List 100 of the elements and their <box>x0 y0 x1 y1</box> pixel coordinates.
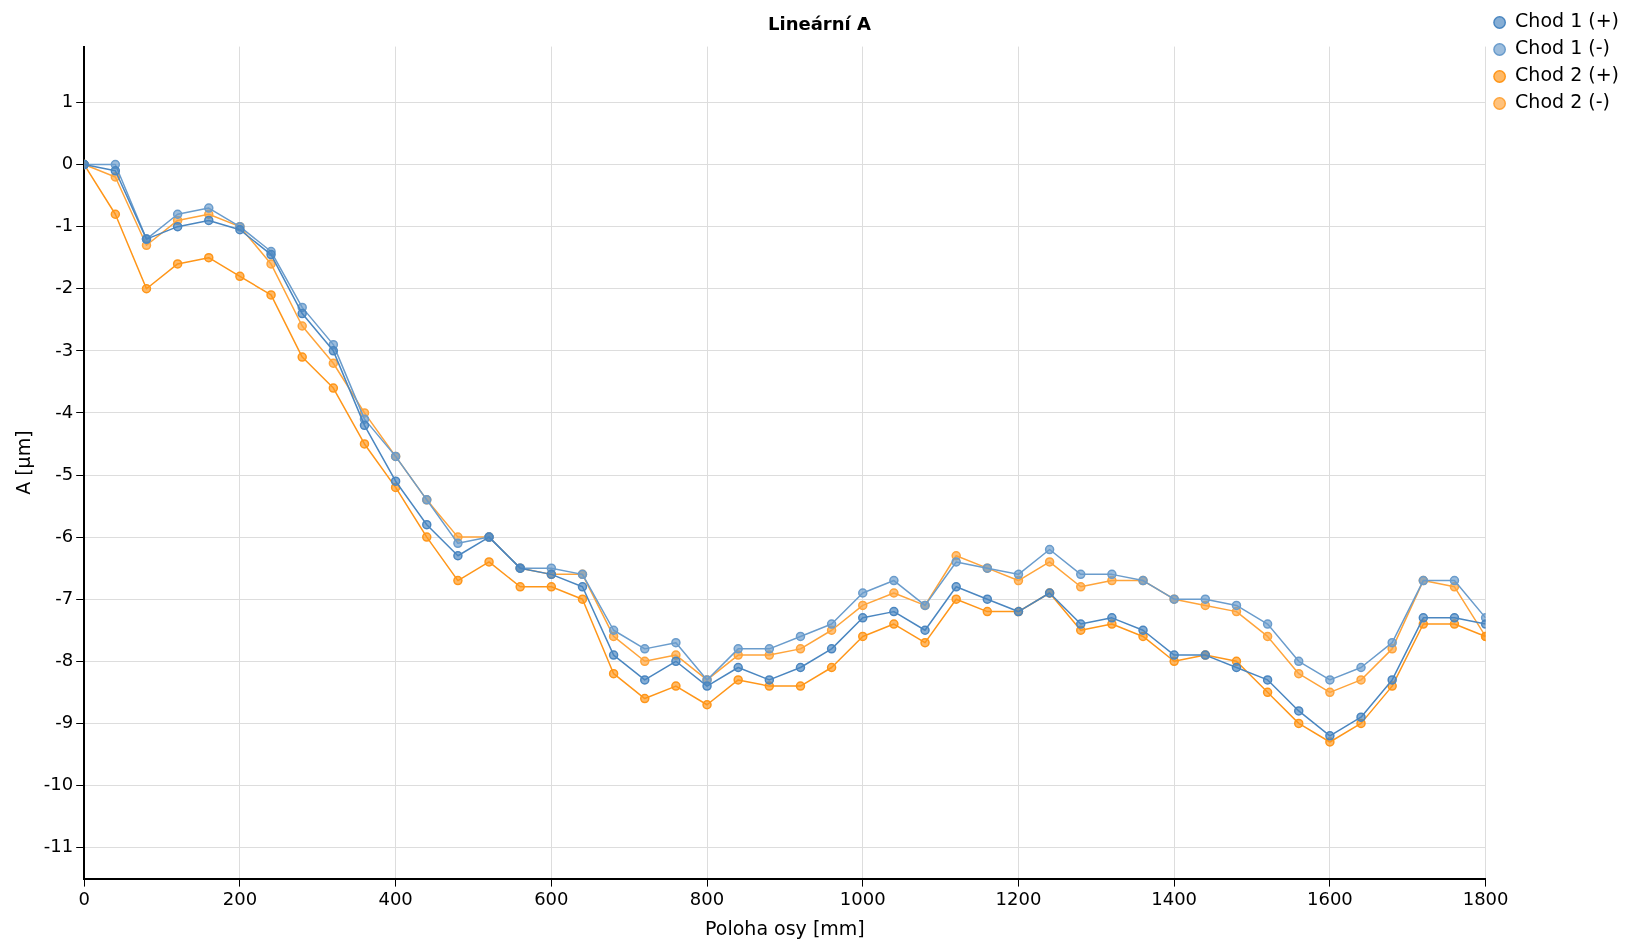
point <box>608 625 619 635</box>
point <box>764 644 775 654</box>
point <box>640 693 650 704</box>
point <box>1076 582 1086 592</box>
point <box>1107 613 1117 623</box>
point <box>858 600 868 611</box>
point <box>702 700 712 710</box>
point <box>110 166 121 176</box>
y-tick-label: -8 <box>55 648 74 670</box>
y-tick-label: 1 <box>61 90 74 112</box>
y-tick-label: -10 <box>43 773 74 795</box>
point <box>858 588 868 598</box>
point <box>1044 557 1055 567</box>
point <box>390 476 401 486</box>
point <box>671 656 681 667</box>
y-tick-label: -3 <box>55 338 74 360</box>
point <box>359 439 370 449</box>
point <box>795 662 806 673</box>
point <box>826 619 837 629</box>
point <box>328 346 339 356</box>
y-tick-label: -7 <box>55 586 74 608</box>
point <box>422 532 432 542</box>
point <box>671 637 681 648</box>
point <box>826 662 837 673</box>
point <box>795 631 806 642</box>
point <box>204 252 214 263</box>
point <box>733 644 743 654</box>
point <box>172 259 183 269</box>
point <box>795 681 806 691</box>
point <box>1418 613 1429 623</box>
y-tick-label: -5 <box>55 462 74 484</box>
point <box>453 550 463 561</box>
x-axis-title: Poloha osy [mm] <box>705 916 865 939</box>
point <box>1449 575 1460 586</box>
point <box>297 352 307 362</box>
point <box>951 557 961 567</box>
point <box>110 209 121 219</box>
point <box>889 588 899 598</box>
legend-label: Chod 2 (+) <box>1515 63 1619 86</box>
x-tick-label: 200 <box>222 888 258 910</box>
x-tick-label: 1200 <box>995 888 1042 910</box>
x-tick-label: 400 <box>378 888 413 910</box>
point <box>453 575 463 586</box>
point <box>1293 706 1304 716</box>
legend-label: Chod 2 (-) <box>1515 90 1610 113</box>
x-tick-label: 1800 <box>1462 888 1509 910</box>
point <box>640 656 650 667</box>
point <box>1231 662 1242 673</box>
point <box>920 637 930 648</box>
point <box>266 290 276 300</box>
point <box>982 594 993 604</box>
point <box>858 613 868 623</box>
point <box>1293 668 1304 679</box>
point <box>577 594 588 604</box>
x-tick-label: 600 <box>534 888 569 910</box>
x-tick-label: 0 <box>78 888 90 910</box>
point <box>733 675 743 685</box>
point <box>297 308 307 319</box>
y-tick-label: -1 <box>55 214 74 236</box>
point <box>266 259 276 269</box>
point <box>1262 631 1273 642</box>
point <box>172 221 183 232</box>
point <box>889 575 899 586</box>
point <box>920 625 930 635</box>
point <box>826 644 837 654</box>
point <box>858 631 868 642</box>
point <box>1138 625 1148 635</box>
point <box>577 582 588 592</box>
x-tick-label: 1000 <box>839 888 886 910</box>
point <box>608 650 619 660</box>
x-tick-label: 1400 <box>1151 888 1198 910</box>
point <box>235 271 245 282</box>
point <box>1293 718 1304 729</box>
legend-label: Chod 1 (-) <box>1515 36 1610 59</box>
point <box>795 644 806 654</box>
point <box>608 668 619 679</box>
y-tick-label: -2 <box>55 276 74 298</box>
point <box>235 225 245 235</box>
y-tick-label: -4 <box>55 400 74 422</box>
point <box>671 681 681 691</box>
point <box>1325 731 1335 741</box>
point <box>141 284 152 294</box>
point <box>640 675 650 685</box>
point <box>951 582 961 592</box>
legend-label: Chod 1 (+) <box>1515 9 1619 32</box>
point <box>484 557 494 567</box>
point <box>1325 675 1335 685</box>
point <box>359 420 370 431</box>
point <box>951 594 961 604</box>
point <box>1107 569 1117 580</box>
point <box>172 209 183 219</box>
point <box>1262 687 1273 698</box>
point <box>889 606 899 617</box>
point <box>453 538 463 549</box>
point <box>982 606 993 617</box>
point <box>1076 569 1086 580</box>
point <box>1076 619 1086 629</box>
point <box>204 215 214 226</box>
point <box>328 358 339 369</box>
point <box>297 321 307 331</box>
